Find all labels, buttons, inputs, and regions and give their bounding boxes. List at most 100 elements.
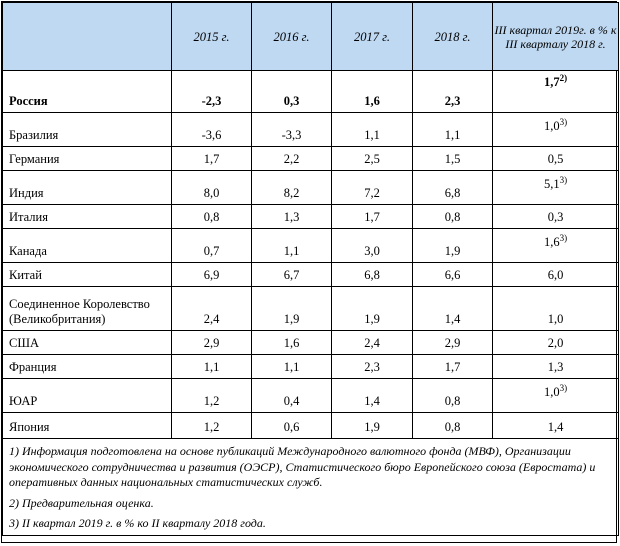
value-cell: 8,0 [171, 170, 252, 205]
quarter-value: 5,1 [543, 177, 560, 191]
quarter-cell: 1,03) [492, 112, 619, 147]
quarter-cell: 0,3 [492, 204, 619, 229]
quarter-cell: 5,13) [492, 170, 619, 205]
quarter-value: 0,5 [547, 152, 564, 166]
quarter-value: 1,0 [547, 312, 564, 326]
country-cell: Франция [2, 354, 172, 379]
value-cell: 0,8 [171, 204, 252, 229]
col-header: 2016 г. [251, 2, 332, 71]
footnote-mark: 3) [559, 382, 568, 393]
country-cell: США [2, 330, 172, 355]
table-row: Соединенное Королевство (Великобритания)… [2, 286, 619, 331]
footnote-3: 3) II квартал 2019 г. в % ко II кварталу… [9, 516, 266, 530]
value-cell: 1,1 [171, 354, 252, 379]
quarter-cell: 1,3 [492, 354, 619, 379]
col-header: 2018 г. [412, 2, 493, 71]
value-cell: 1,4 [412, 286, 493, 331]
col-header: 2017 г. [331, 2, 413, 71]
quarter-value: 1,6 [543, 235, 560, 249]
value-cell: 1,1 [412, 112, 493, 147]
value-cell: 1,1 [251, 354, 332, 379]
value-cell: 1,2 [171, 412, 252, 439]
value-cell: 0,3 [251, 70, 332, 113]
value-cell: 0,7 [171, 228, 252, 263]
value-cell: 3,0 [331, 228, 413, 263]
country-cell: Россия [2, 70, 172, 113]
country-cell: Бразилия [2, 112, 172, 147]
quarter-value: 1,7 [543, 75, 560, 89]
value-cell: 7,2 [331, 170, 413, 205]
country-cell: ЮАР [2, 378, 172, 413]
value-cell: 6,6 [412, 262, 493, 287]
value-cell: 1,6 [331, 70, 413, 113]
value-cell: 1,9 [412, 228, 493, 263]
value-cell: 1,1 [251, 228, 332, 263]
quarter-cell: 1,03) [492, 378, 619, 413]
footnotes-cell: 1) Информация подготовлена на основе пуб… [2, 438, 619, 536]
value-cell: -3,3 [251, 112, 332, 147]
table-row: США 2,9 1,6 2,4 2,9 2,0 [2, 330, 619, 355]
quarter-cell: 0,5 [492, 146, 619, 171]
value-cell: 8,2 [251, 170, 332, 205]
country-cell: Канада [2, 228, 172, 263]
table-row: Бразилия -3,6 -3,3 1,1 1,1 1,03) [2, 112, 619, 147]
country-cell: Германия [2, 146, 172, 171]
table-row: Германия 1,7 2,2 2,5 1,5 0,5 [2, 146, 619, 171]
gdp-table: 2015 г. 2016 г. 2017 г. 2018 г. III квар… [2, 2, 619, 536]
value-cell: 1,7 [331, 204, 413, 229]
footnote-1: 1) Информация подготовлена на основе пуб… [9, 444, 596, 489]
value-cell: 1,2 [171, 378, 252, 413]
footnotes-row: 1) Информация подготовлена на основе пуб… [2, 438, 619, 536]
value-cell: 1,4 [331, 378, 413, 413]
country-cell: Индия [2, 170, 172, 205]
quarter-cell: 1,63) [492, 228, 619, 263]
quarter-value: 1,0 [543, 385, 560, 399]
country-cell: Китай [2, 262, 172, 287]
table-row: Индия 8,0 8,2 7,2 6,8 5,13) [2, 170, 619, 205]
quarter-value: 1,4 [547, 420, 564, 434]
footnote-mark: 3) [559, 116, 568, 127]
value-cell: 1,7 [412, 354, 493, 379]
country-cell: Италия [2, 204, 172, 229]
value-cell: 1,6 [251, 330, 332, 355]
quarter-value: 1,0 [543, 119, 560, 133]
value-cell: 2,9 [412, 330, 493, 355]
value-cell: 0,4 [251, 378, 332, 413]
value-cell: 0,6 [251, 412, 332, 439]
table-row: Япония 1,2 0,6 1,9 0,8 1,4 [2, 412, 619, 439]
col-header: 2015 г. [171, 2, 252, 71]
col-header: III квартал 2019г. в % к III кварталу 20… [492, 2, 619, 71]
footnote-2: 2) Предварительная оценка. [9, 495, 154, 510]
value-cell: 2,3 [331, 354, 413, 379]
footnote-mark: 3) [559, 232, 568, 243]
quarter-cell: 2,0 [492, 330, 619, 355]
table-row: Италия 0,8 1,3 1,7 0,8 0,3 [2, 204, 619, 229]
value-cell: 1,1 [331, 112, 413, 147]
value-cell: 1,9 [251, 286, 332, 331]
table-row: Россия -2,3 0,3 1,6 2,3 1,72) [2, 70, 619, 113]
value-cell: 1,9 [331, 412, 413, 439]
value-cell: 2,9 [171, 330, 252, 355]
value-cell: -3,6 [171, 112, 252, 147]
value-cell: 0,8 [412, 204, 493, 229]
quarter-cell: 1,0 [492, 286, 619, 331]
value-cell: 2,2 [251, 146, 332, 171]
quarter-cell: 1,72) [492, 70, 619, 113]
value-cell: 1,3 [251, 204, 332, 229]
quarter-value: 1,3 [547, 360, 564, 374]
value-cell: 2,3 [412, 70, 493, 113]
value-cell: 6,8 [331, 262, 413, 287]
quarter-value: 6,0 [547, 268, 564, 282]
quarter-value: 0,3 [547, 210, 564, 224]
value-cell: 1,9 [331, 286, 413, 331]
header-corner [2, 2, 172, 71]
country-cell: Соединенное Королевство (Великобритания) [2, 286, 172, 331]
table-row: ЮАР 1,2 0,4 1,4 0,8 1,03) [2, 378, 619, 413]
header-row: 2015 г. 2016 г. 2017 г. 2018 г. III квар… [2, 2, 619, 71]
value-cell: 2,5 [331, 146, 413, 171]
value-cell: 0,8 [412, 412, 493, 439]
value-cell: 2,4 [331, 330, 413, 355]
table-row: Канада 0,7 1,1 3,0 1,9 1,63) [2, 228, 619, 263]
quarter-cell: 1,4 [492, 412, 619, 439]
